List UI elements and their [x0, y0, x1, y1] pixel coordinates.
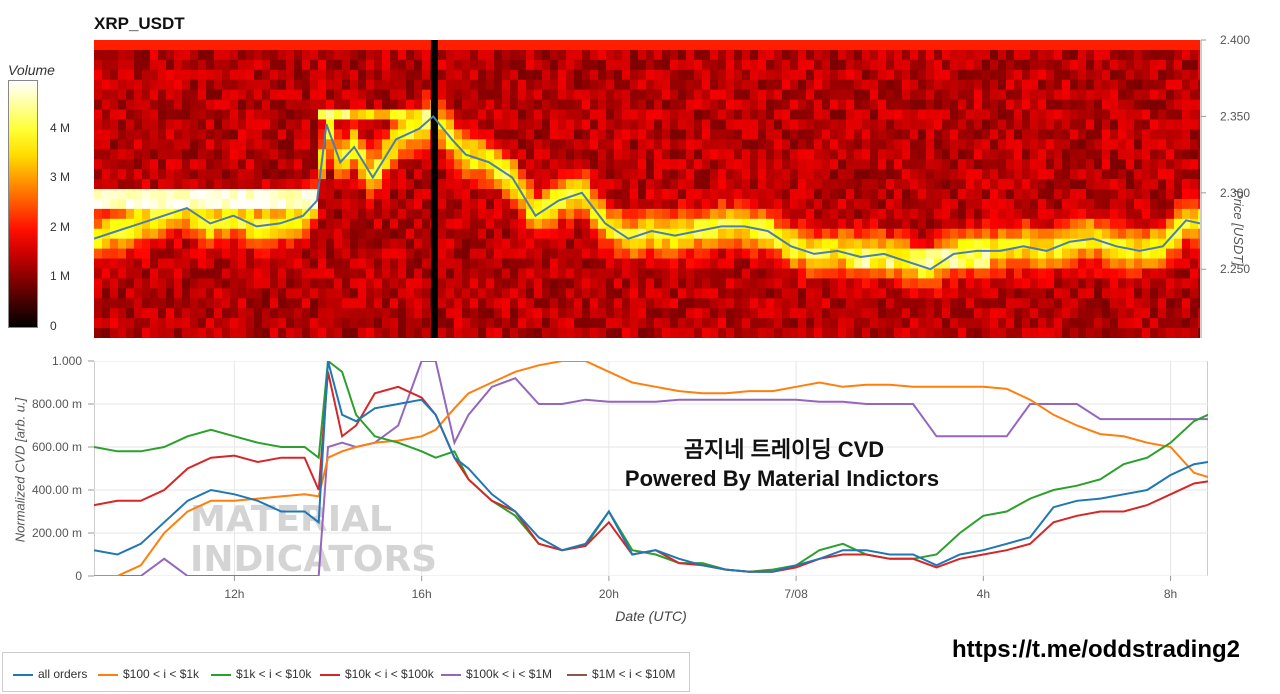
- price-axis: 2.250 2.300 2.350 2.400: [1200, 33, 1250, 338]
- telegram-link[interactable]: https://t.me/oddstrading2: [952, 636, 1240, 663]
- cvd-series-line: [94, 371, 1208, 573]
- price-axis-title: Price [USDT]: [1231, 190, 1246, 266]
- cvd-series-line: [94, 361, 1208, 576]
- cvd-series-line: [94, 361, 1208, 573]
- watermark-line-2: INDICATORS: [190, 539, 437, 576]
- legend-label: $10k < i < $100k: [345, 667, 434, 681]
- legend-item[interactable]: all orders: [13, 667, 87, 681]
- cvd-y-tick-label: 600.00 m: [32, 440, 82, 454]
- legend-label: $1M < i < $10M: [592, 667, 676, 681]
- legend-swatch: [211, 673, 231, 676]
- price-line: [94, 114, 1200, 271]
- volume-colorbar: [8, 80, 38, 328]
- legend-item[interactable]: $100k < i < $1M: [441, 667, 552, 681]
- colorbar-tick-label: 0: [50, 319, 57, 333]
- cvd-x-tick-label: 4h: [977, 587, 990, 601]
- legend-item[interactable]: $1k < i < $10k: [211, 667, 311, 681]
- colorbar-title: Volume: [8, 62, 55, 78]
- watermark-line-1: MATERIAL: [190, 499, 392, 540]
- legend-label: $100 < i < $1k: [123, 667, 200, 681]
- cvd-x-tick-label: 16h: [412, 587, 432, 601]
- price-tick-label: 2.400: [1220, 33, 1250, 47]
- cvd-x-tick-label: 7/08: [784, 587, 808, 601]
- heatmap-gap: [430, 40, 438, 338]
- colorbar-tick-label: 3 M: [50, 170, 71, 185]
- legend-item[interactable]: $100 < i < $1k: [98, 667, 199, 681]
- price-tick-label: 2.250: [1220, 262, 1250, 276]
- legend-swatch: [320, 673, 340, 676]
- cvd-x-tick-label: 20h: [599, 587, 619, 601]
- cvd-y-axis-title: Normalized CVD [arb. u.]: [12, 397, 28, 543]
- colorbar-tick-label: 2 M: [50, 219, 71, 234]
- colorbar-tick-label: 4 M: [50, 120, 71, 135]
- colorbar-tick-label: 1 M: [50, 269, 71, 284]
- cvd-x-tick-label: 8h: [1164, 587, 1177, 601]
- price-tick-label: 2.300: [1220, 186, 1250, 200]
- legend-swatch: [567, 673, 587, 676]
- cvd-y-tick-label: 200.00 m: [32, 526, 82, 540]
- legend-swatch: [441, 673, 461, 676]
- cvd-y-tick-label: 1.000: [52, 354, 82, 368]
- chart-legend: all orders $100 < i < $1k $1k < i < $10k $1…: [2, 652, 690, 692]
- cvd-series-line: [94, 361, 1208, 576]
- heatmap-cells: [94, 40, 1200, 338]
- cvd-y-tick-label: 0: [75, 569, 82, 583]
- price-tick-label: 2.350: [1220, 109, 1250, 123]
- cvd-x-axis: 12h 16h 20h 7/08 4h 8h: [224, 576, 1177, 601]
- legend-label: $1k < i < $10k: [236, 667, 312, 681]
- chart-title: XRP_USDT: [94, 14, 185, 33]
- legend-item[interactable]: $1M < i < $10M: [567, 667, 675, 681]
- cvd-x-tick-label: 12h: [224, 587, 244, 601]
- legend-item[interactable]: $10k < i < $100k: [320, 667, 434, 681]
- cvd-series-line: [94, 361, 1208, 573]
- legend-label: all orders: [38, 667, 88, 681]
- legend-label: $100k < i < $1M: [466, 667, 553, 681]
- cvd-y-tick-label: 800.00 m: [32, 397, 82, 411]
- legend-swatch: [98, 673, 118, 676]
- legend-swatch: [13, 673, 33, 676]
- cvd-y-tick-label: 400.00 m: [32, 483, 82, 497]
- overlay-title: 곰지네 트레이딩 CVD: [683, 437, 885, 462]
- cvd-x-axis-title: Date (UTC): [615, 608, 687, 624]
- price-heatmap[interactable]: [94, 40, 1200, 338]
- overlay-subtitle: Powered By Material Indictors: [624, 466, 940, 491]
- cvd-y-axis: 0 200.00 m 400.00 m 600.00 m 800.00 m 1.000: [32, 354, 94, 583]
